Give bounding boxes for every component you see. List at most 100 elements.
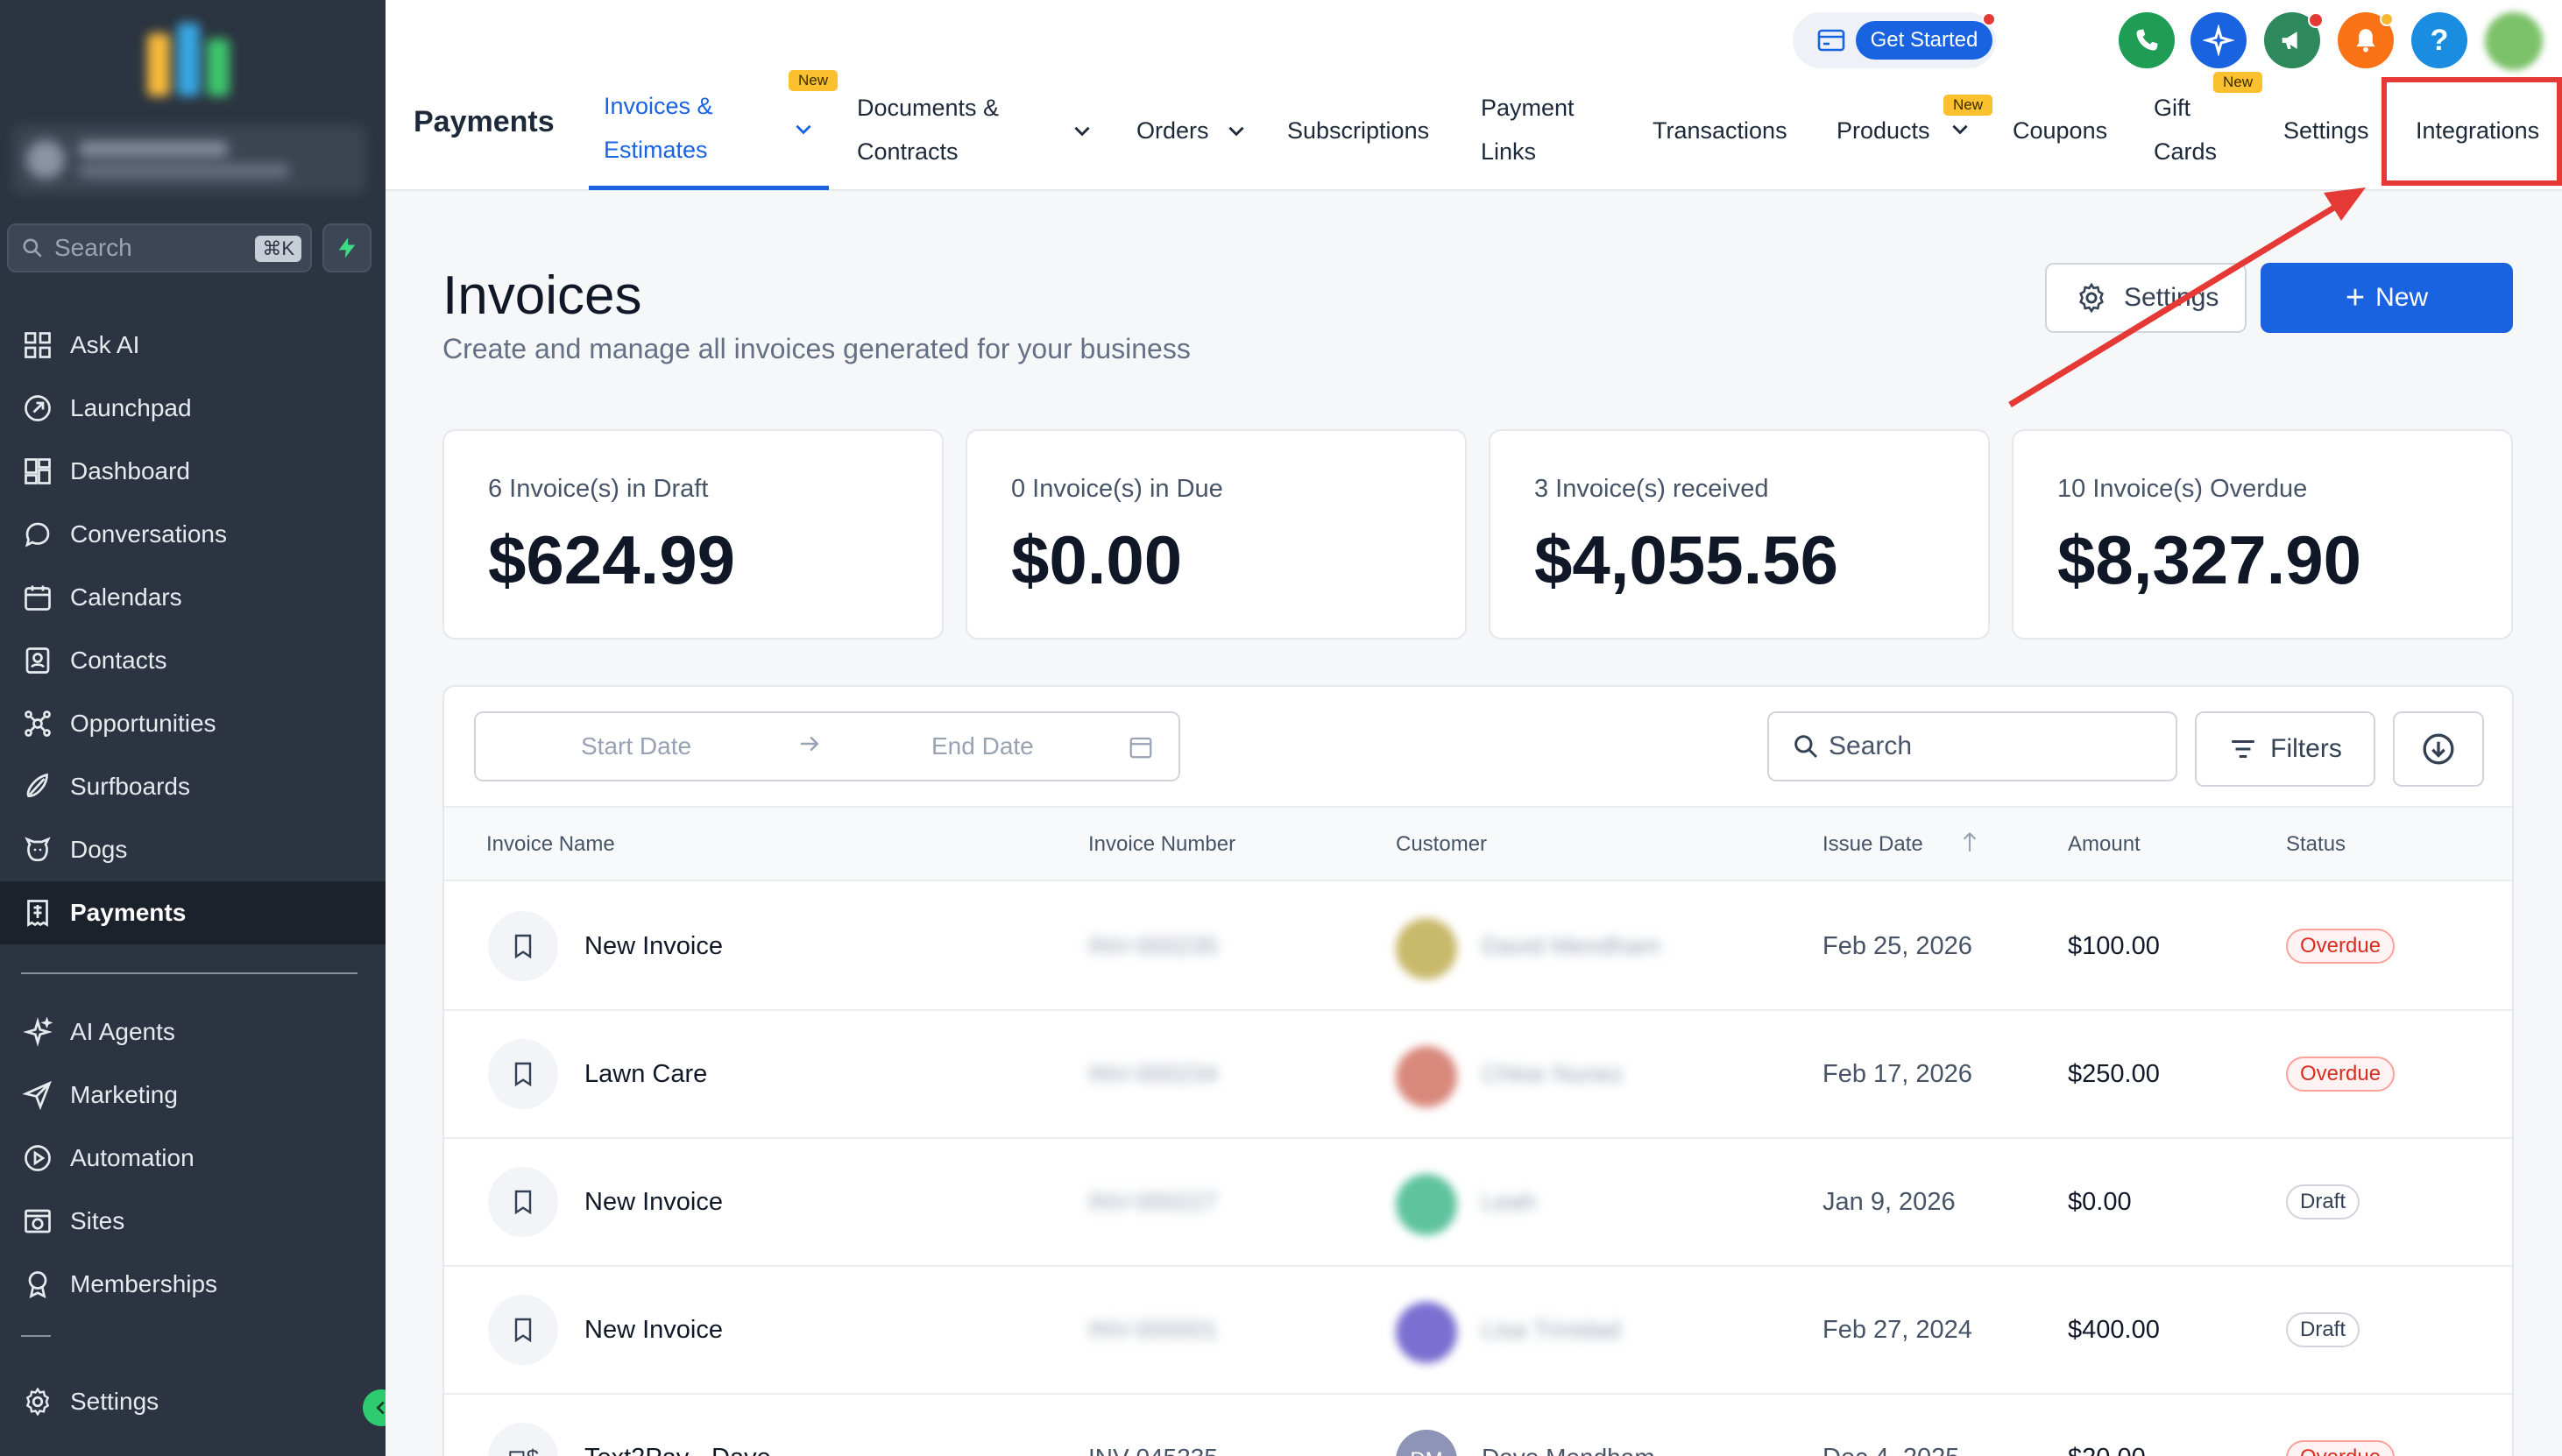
sidebar-item-payments[interactable]: Payments: [0, 881, 386, 944]
receipt-icon: [21, 896, 54, 929]
invoice-settings-button[interactable]: Settings: [2045, 263, 2247, 333]
date-range-picker[interactable]: Start Date End Date: [474, 711, 1180, 781]
tab-label: Transactions: [1653, 117, 1787, 144]
customer-name[interactable]: Lisa Trinidad: [1482, 1316, 1621, 1343]
phone-button[interactable]: [2119, 12, 2175, 68]
text2pay-icon: ⊡$: [507, 1445, 539, 1456]
invoice-amount: $400.00: [2068, 1316, 2160, 1344]
tab-orders[interactable]: Orders: [1136, 109, 1209, 152]
tab-coupons[interactable]: Coupons: [2013, 109, 2107, 152]
table-row[interactable]: ⊡$ Text2Pay - Dave INV-045235 DM Dave Me…: [444, 1395, 2512, 1456]
tab-settings[interactable]: Settings: [2283, 109, 2369, 152]
page-heading: Invoices: [442, 265, 642, 326]
column-header-status[interactable]: Status: [2286, 832, 2346, 856]
stat-card-received[interactable]: 3 Invoice(s) received $4,055.56: [1489, 429, 1990, 640]
invoice-name[interactable]: Lawn Care: [584, 1060, 708, 1088]
filter-icon: [2232, 739, 2254, 759]
start-date-input[interactable]: Start Date: [581, 732, 692, 760]
chevron-down-icon[interactable]: [1071, 119, 1093, 142]
account-switcher[interactable]: [12, 124, 366, 194]
sidebar-item-calendars[interactable]: Calendars: [0, 566, 386, 629]
row-icon: [488, 1295, 558, 1365]
user-avatar[interactable]: [2485, 12, 2543, 70]
invoice-name[interactable]: New Invoice: [584, 1188, 723, 1216]
sidebar-item-label: Memberships: [70, 1270, 218, 1297]
status-badge: Overdue: [2286, 1440, 2396, 1456]
sidebar-item-dashboard[interactable]: Dashboard: [0, 440, 386, 503]
get-started-button[interactable]: Get Started: [1856, 21, 1992, 60]
customer-name[interactable]: Chloe Nunez: [1482, 1060, 1624, 1087]
stat-card-due[interactable]: 0 Invoice(s) in Due $0.00: [966, 429, 1467, 640]
new-invoice-button[interactable]: + New: [2261, 263, 2513, 333]
invoices-table-card: Start Date End Date Search Filters Invoi…: [442, 685, 2514, 1456]
tab-documents-contracts[interactable]: Documents & Contracts: [857, 86, 999, 173]
sidebar-item-conversations[interactable]: Conversations: [0, 503, 386, 566]
tab-payment-links[interactable]: Payment Links: [1481, 86, 1575, 173]
sidebar-search[interactable]: Search ⌘K: [7, 223, 312, 272]
sidebar-item-dogs[interactable]: Dogs: [0, 818, 386, 881]
row-icon: [488, 1167, 558, 1237]
customer-name[interactable]: Leah: [1482, 1188, 1537, 1215]
table-row[interactable]: Lawn Care INV-000234 Chloe Nunez Feb 17,…: [444, 1011, 2512, 1139]
tab-integrations[interactable]: Integrations: [2416, 109, 2539, 152]
table-row[interactable]: New Invoice INV-000227 Leah Jan 9, 2026 …: [444, 1139, 2512, 1267]
stat-card-draft[interactable]: 6 Invoice(s) in Draft $624.99: [442, 429, 944, 640]
invoice-icon: [514, 1062, 532, 1087]
sidebar-item-label: Calendars: [70, 583, 182, 611]
sidebar-item-label: Sites: [70, 1207, 125, 1234]
column-header-customer[interactable]: Customer: [1396, 832, 1488, 856]
tab-transactions[interactable]: Transactions: [1653, 109, 1787, 152]
sidebar-item-settings[interactable]: Settings: [0, 1370, 386, 1433]
sort-ascending-icon[interactable]: [1958, 829, 1981, 855]
sidebar-item-label: Dashboard: [70, 457, 190, 484]
download-button[interactable]: [2393, 711, 2484, 787]
tab-invoices-estimates[interactable]: Invoices & Estimates: [604, 84, 713, 172]
stat-value: $0.00: [1011, 521, 1183, 598]
rocket-icon: [21, 392, 54, 425]
settings-button-label: Settings: [2124, 283, 2219, 312]
invoice-name[interactable]: New Invoice: [584, 932, 723, 960]
sidebar-item-memberships[interactable]: Memberships: [0, 1253, 386, 1316]
app-logo: [140, 19, 237, 102]
tab-products[interactable]: Products: [1837, 109, 1930, 152]
table-row[interactable]: New Invoice INV-000001 Lisa Trinidad Feb…: [444, 1267, 2512, 1395]
column-header-invoice-name[interactable]: Invoice Name: [486, 832, 615, 856]
sidebar-item-automation[interactable]: Automation: [0, 1127, 386, 1190]
chevron-down-icon[interactable]: [1949, 117, 1971, 140]
tab-subscriptions[interactable]: Subscriptions: [1287, 109, 1429, 152]
table-row[interactable]: New Invoice INV-000235 David Mendham Feb…: [444, 883, 2512, 1011]
invoice-icon: [514, 1190, 532, 1215]
quick-action-button[interactable]: [322, 223, 372, 272]
sidebar-divider: [21, 1335, 51, 1337]
table-search-input[interactable]: Search: [1767, 711, 2177, 781]
sidebar-item-sites[interactable]: Sites: [0, 1190, 386, 1253]
sidebar-item-launchpad[interactable]: Launchpad: [0, 377, 386, 440]
sidebar-item-opportunities[interactable]: Opportunities: [0, 692, 386, 755]
end-date-input[interactable]: End Date: [931, 732, 1034, 760]
column-header-amount[interactable]: Amount: [2068, 832, 2141, 856]
calendar-icon: [21, 581, 54, 614]
tab-label: Payment: [1481, 95, 1575, 121]
sidebar-item-ask-ai[interactable]: Ask AI: [0, 314, 386, 377]
filters-button[interactable]: Filters: [2195, 711, 2375, 787]
sidebar-item-ai-agents[interactable]: AI Agents: [0, 1000, 386, 1064]
customer-name[interactable]: David Mendham: [1482, 932, 1660, 959]
invoice-name[interactable]: New Invoice: [584, 1316, 723, 1344]
tab-label: Products: [1837, 117, 1930, 144]
chevron-down-icon[interactable]: [1225, 119, 1248, 142]
customer-name[interactable]: Dave Mendham: [1482, 1444, 1655, 1456]
tab-gift-cards[interactable]: Gift Cards: [2154, 86, 2217, 173]
help-button[interactable]: ?: [2411, 12, 2467, 68]
sidebar-item-contacts[interactable]: Contacts: [0, 629, 386, 692]
send-icon: [21, 1078, 54, 1112]
ai-assistant-button[interactable]: [2190, 12, 2247, 68]
sidebar-item-label: Opportunities: [70, 710, 216, 737]
chevron-down-icon[interactable]: [792, 117, 815, 140]
sidebar-search-placeholder: Search: [54, 234, 132, 261]
stat-card-overdue[interactable]: 10 Invoice(s) Overdue $8,327.90: [2012, 429, 2513, 640]
column-header-invoice-number[interactable]: Invoice Number: [1088, 832, 1236, 856]
invoice-name[interactable]: Text2Pay - Dave: [584, 1444, 771, 1456]
sidebar-item-surfboards[interactable]: Surfboards: [0, 755, 386, 818]
sidebar-item-marketing[interactable]: Marketing: [0, 1064, 386, 1127]
column-header-issue-date[interactable]: Issue Date: [1822, 832, 1923, 856]
